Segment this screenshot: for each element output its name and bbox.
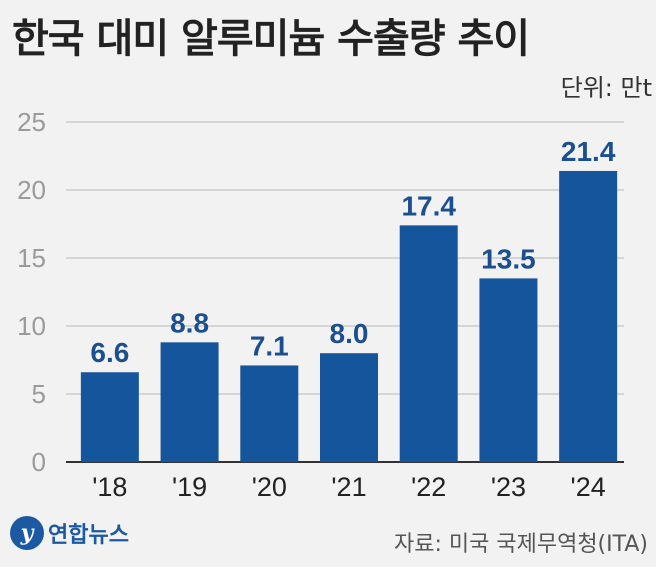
bar: [399, 225, 458, 462]
bar-value-label: 13.5: [481, 243, 536, 274]
yonhap-logo-icon: y: [10, 516, 44, 550]
bar-value-label: 8.8: [170, 307, 209, 338]
yonhap-logo: y 연합뉴스: [10, 516, 129, 550]
bar-value-label: 21.4: [561, 136, 616, 167]
x-tick-label: '21: [331, 472, 366, 502]
chart-title: 한국 대미 알루미늄 수출량 추이: [12, 16, 530, 62]
bar: [479, 278, 538, 462]
y-tick-label: 15: [17, 243, 46, 273]
bar: [320, 353, 378, 462]
x-tick-label: '23: [491, 472, 526, 502]
y-tick-label: 0: [32, 447, 46, 477]
x-tick-label: '20: [252, 472, 287, 502]
bar-value-label: 17.4: [401, 190, 456, 221]
y-tick-label: 25: [17, 107, 46, 137]
bar-value-label: 7.1: [250, 330, 289, 361]
bar: [240, 365, 299, 462]
y-tick-label: 5: [32, 379, 46, 409]
unit-label: 단위: 만t: [560, 74, 652, 102]
source-note: 자료: 미국 국제무역청(ITA): [394, 532, 648, 557]
y-tick-label: 20: [17, 175, 46, 205]
bar: [559, 170, 618, 462]
x-axis-ticks: '18 '19 '20 '21 '22 '23 '24: [92, 472, 605, 502]
value-labels: 6.6 8.8 7.1 8.0 17.4 13.5 21.4: [90, 136, 615, 368]
bar: [80, 372, 139, 462]
x-tick-label: '22: [411, 472, 446, 502]
bar-value-label: 6.6: [90, 337, 129, 368]
bar-value-label: 8.0: [330, 318, 369, 349]
x-tick-label: '19: [172, 472, 207, 502]
bar: [160, 342, 219, 462]
x-tick-label: '24: [571, 472, 606, 502]
logo-text: 연합뉴스: [48, 523, 129, 548]
bars: [80, 170, 618, 462]
y-axis-ticks: 0 5 10 15 20 25: [17, 107, 46, 477]
y-tick-label: 10: [17, 311, 46, 341]
x-tick-label: '18: [92, 472, 127, 502]
